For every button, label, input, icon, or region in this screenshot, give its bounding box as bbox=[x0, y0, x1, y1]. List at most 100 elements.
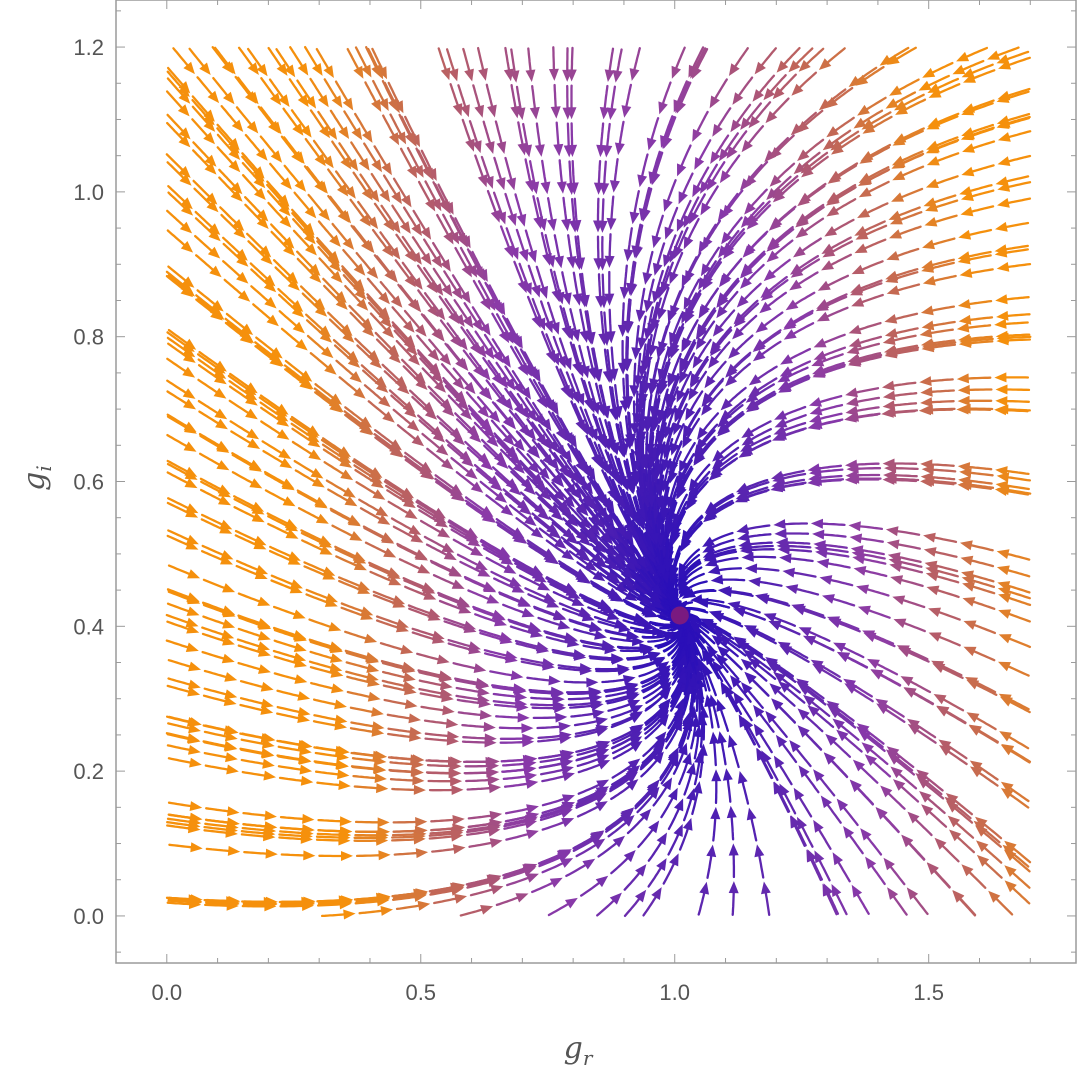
stream-arrow bbox=[958, 229, 972, 240]
stream-arrow bbox=[678, 191, 688, 205]
stream-arrow bbox=[502, 433, 515, 446]
stream-arrow bbox=[414, 549, 428, 560]
stream-arrow bbox=[925, 178, 939, 188]
stream-arrow bbox=[500, 504, 514, 516]
stream-arrow bbox=[578, 573, 592, 584]
stream-arrow bbox=[591, 552, 604, 564]
stream-arrow bbox=[663, 254, 673, 268]
stream-arrow bbox=[520, 386, 531, 400]
stream-arrow bbox=[264, 296, 277, 309]
stream-arrow bbox=[251, 512, 265, 523]
stream-arrow bbox=[537, 508, 550, 521]
stream-arrow bbox=[597, 435, 608, 449]
stream-arrow bbox=[224, 672, 238, 682]
stream-arrow bbox=[361, 64, 372, 78]
stream-arrow bbox=[766, 188, 779, 200]
stream-arrow bbox=[308, 263, 321, 276]
stream-arrow bbox=[470, 545, 484, 557]
stream-arrow bbox=[790, 123, 803, 136]
stream-arrow bbox=[812, 529, 825, 540]
stream-arrow bbox=[479, 709, 493, 720]
stream-arrow bbox=[376, 783, 389, 794]
stream-arrow bbox=[595, 716, 608, 727]
stream-arrow bbox=[560, 858, 574, 868]
stream-arrow bbox=[263, 770, 276, 781]
stream-arrow bbox=[631, 571, 644, 584]
stream-arrow bbox=[378, 826, 391, 837]
stream-arrow bbox=[640, 208, 651, 222]
stream-arrow bbox=[466, 264, 478, 278]
stream-arrow bbox=[560, 758, 574, 769]
stream-arrow bbox=[531, 284, 541, 298]
stream-arrow bbox=[813, 338, 827, 348]
stream-arrow bbox=[190, 895, 203, 906]
stream-arrow bbox=[596, 779, 610, 790]
stream-arrow bbox=[329, 259, 342, 273]
stream-arrow bbox=[551, 687, 564, 697]
stream-arrow bbox=[468, 644, 482, 655]
stream-arrow bbox=[469, 430, 482, 443]
stream-arrow bbox=[596, 786, 610, 797]
stream-arrow bbox=[524, 764, 537, 775]
stream-arrow bbox=[536, 433, 548, 447]
stream-arrow bbox=[957, 395, 970, 406]
stream-arrow bbox=[422, 401, 435, 414]
stream-arrow bbox=[817, 280, 831, 291]
stream-arrow bbox=[710, 151, 721, 164]
stream-arrow bbox=[833, 642, 846, 653]
stream-arrow bbox=[410, 754, 423, 765]
stream-arrow bbox=[483, 721, 496, 732]
stream-arrow bbox=[473, 663, 487, 673]
stream-arrow bbox=[631, 347, 642, 360]
stream-arrow bbox=[998, 593, 1011, 603]
stream-arrow bbox=[508, 332, 519, 346]
stream-arrow bbox=[752, 340, 766, 352]
stream-arrow bbox=[183, 441, 197, 452]
stream-arrow bbox=[257, 631, 271, 641]
stream-arrow bbox=[692, 355, 703, 369]
stream-arrow bbox=[485, 297, 496, 311]
stream-arrow bbox=[651, 887, 662, 900]
stream-arrow bbox=[921, 263, 935, 273]
stream-arrow bbox=[525, 873, 539, 883]
stream-arrow bbox=[445, 718, 459, 729]
stream-arrow bbox=[483, 346, 495, 360]
stream-arrow bbox=[588, 687, 602, 697]
stream-arrow bbox=[402, 662, 416, 673]
stream-arrow bbox=[349, 371, 362, 383]
stream-arrow bbox=[517, 712, 530, 723]
stream-arrow bbox=[809, 397, 822, 407]
stream-arrow bbox=[188, 661, 201, 672]
stream-arrow bbox=[245, 91, 257, 104]
stream-arrow bbox=[961, 105, 975, 116]
stream-arrow bbox=[455, 357, 467, 370]
stream-arrow bbox=[645, 608, 659, 618]
stream-arrow bbox=[480, 297, 491, 311]
stream-arrow bbox=[223, 696, 237, 706]
stream-arrow bbox=[579, 294, 590, 308]
stream-arrow bbox=[344, 186, 356, 199]
stream-lines bbox=[165, 45, 1032, 920]
stream-arrow bbox=[456, 232, 467, 246]
stream-arrow bbox=[329, 393, 343, 405]
stream-arrow bbox=[420, 226, 432, 240]
stream-arrow bbox=[222, 606, 236, 616]
stream-arrow bbox=[676, 218, 687, 232]
stream-arrow bbox=[431, 198, 442, 212]
stream-arrow bbox=[457, 398, 469, 411]
stream-arrow bbox=[712, 449, 725, 462]
stream-arrow bbox=[875, 698, 889, 710]
stream-arrow bbox=[923, 547, 937, 557]
stream-arrow bbox=[554, 537, 567, 549]
stream-arrow bbox=[450, 427, 463, 440]
stream-arrow bbox=[340, 324, 353, 336]
stream-arrow bbox=[737, 771, 748, 784]
stream-arrow bbox=[376, 832, 389, 843]
stream-arrow bbox=[367, 691, 381, 702]
stream-arrow bbox=[561, 218, 572, 232]
stream-arrow bbox=[486, 434, 499, 447]
stream-arrow bbox=[263, 828, 276, 839]
stream-arrow bbox=[963, 646, 977, 657]
stream-arrow bbox=[540, 181, 551, 195]
stream-arrow bbox=[287, 555, 301, 565]
